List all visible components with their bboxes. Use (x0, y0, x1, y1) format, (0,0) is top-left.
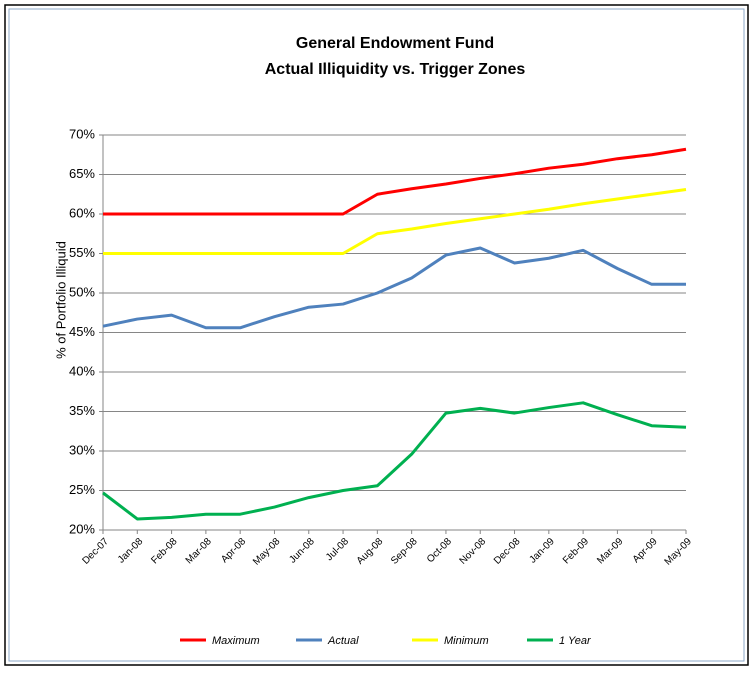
y-tick-label: 70% (69, 126, 95, 141)
legend-label: Minimum (444, 635, 489, 647)
series-line (102, 246, 686, 330)
y-tick-label: 25% (69, 482, 95, 497)
y-tick-label: 20% (69, 521, 95, 536)
inner-frame (8, 8, 745, 662)
y-tick-label: 50% (69, 284, 95, 299)
series-line (102, 401, 687, 521)
y-tick-label: 55% (69, 245, 95, 260)
legend-label: Actual (327, 635, 359, 647)
series-line (103, 147, 687, 216)
y-tick-label: 40% (69, 363, 95, 378)
frame (4, 4, 749, 666)
y-tick-label: 30% (69, 442, 95, 457)
chart-title: General Endowment Fund (296, 35, 494, 52)
y-tick-label: 65% (69, 166, 95, 181)
legend-label: Maximum (212, 635, 260, 647)
y-tick-label: 35% (69, 403, 95, 418)
chart-title: Actual Illiquidity vs. Trigger Zones (265, 61, 526, 78)
y-axis-label: % of Portfolio Illiquid (53, 241, 68, 359)
series-line (103, 188, 687, 255)
y-tick-label: 45% (69, 324, 95, 339)
legend-label: 1 Year (559, 635, 592, 647)
y-tick-label: 60% (69, 205, 95, 220)
